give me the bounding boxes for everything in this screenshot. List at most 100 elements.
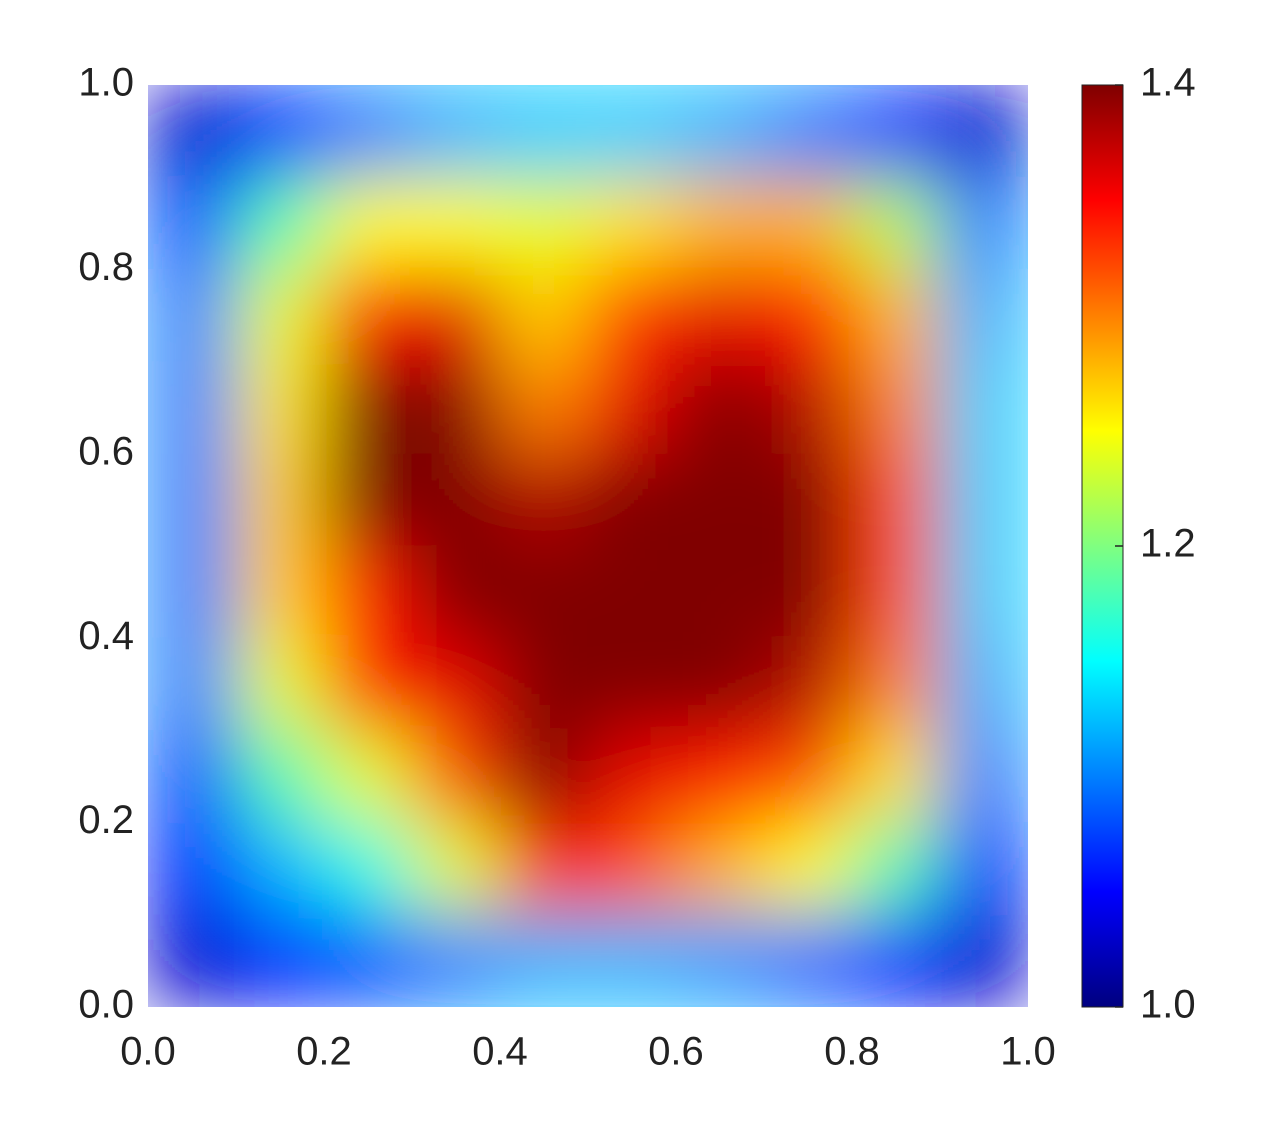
- heat-cell: [323, 637, 413, 731]
- heat-cell: [675, 453, 765, 547]
- heat-cell: [763, 729, 853, 824]
- heat-cell: [323, 85, 413, 178]
- heat-cell: [763, 545, 853, 639]
- heat-cell: [499, 914, 589, 1007]
- heat-cell: [411, 545, 501, 639]
- heat-cell: [148, 453, 237, 547]
- x-tick-label: 0.0: [120, 1030, 176, 1074]
- heat-cell: [851, 268, 941, 363]
- colorbar-tick-label: 1.4: [1140, 61, 1196, 105]
- heat-cell: [675, 914, 765, 1007]
- heat-cell: [939, 545, 1028, 639]
- heat-cell: [939, 822, 1028, 916]
- heat-cell: [323, 361, 413, 455]
- heat-cell: [851, 176, 941, 270]
- heat-cell: [763, 822, 853, 916]
- heat-cell: [851, 822, 941, 916]
- heat-cell: [763, 85, 853, 178]
- heat-cell: [675, 361, 765, 455]
- heat-cell: [323, 268, 413, 363]
- plot-area: [148, 85, 1028, 1007]
- heat-cell: [851, 85, 941, 178]
- heat-cell: [939, 637, 1028, 731]
- heat-cell: [411, 914, 501, 1007]
- heat-cell: [939, 85, 1028, 178]
- y-tick-label: 0.4: [78, 614, 134, 658]
- heat-cell: [411, 637, 501, 731]
- heat-cell: [939, 729, 1028, 824]
- heat-cell: [675, 729, 765, 824]
- heat-cell: [235, 268, 325, 363]
- heat-cell: [587, 453, 677, 547]
- heat-cell: [411, 85, 501, 178]
- heat-cell: [323, 453, 413, 547]
- heat-cell: [763, 637, 853, 731]
- heat-cell: [587, 637, 677, 731]
- heat-cell: [499, 268, 589, 363]
- heat-cell: [235, 914, 325, 1007]
- heat-cell: [411, 729, 501, 824]
- heat-cell: [587, 822, 677, 916]
- heat-cell: [323, 822, 413, 916]
- heat-cell: [675, 176, 765, 270]
- heat-cell: [323, 729, 413, 824]
- heat-cell: [587, 914, 677, 1007]
- heat-cell: [499, 545, 589, 639]
- heat-cell: [323, 176, 413, 270]
- heat-cell: [939, 361, 1028, 455]
- heat-cell: [763, 176, 853, 270]
- heat-cell: [499, 637, 589, 731]
- heat-cell: [763, 268, 853, 363]
- heat-cell: [235, 822, 325, 916]
- heat-cell: [235, 729, 325, 824]
- colorbar-tick-label: 1.2: [1140, 522, 1196, 566]
- heat-cell: [499, 361, 589, 455]
- heat-cell: [587, 85, 677, 178]
- heat-cell: [675, 637, 765, 731]
- heat-cell: [235, 361, 325, 455]
- x-tick-label: 1.0: [1000, 1030, 1056, 1074]
- heat-cell: [148, 176, 237, 270]
- heat-cell: [763, 453, 853, 547]
- heat-cell: [323, 545, 413, 639]
- y-tick-label: 1.0: [78, 61, 134, 105]
- heat-cell: [499, 822, 589, 916]
- heat-cell: [939, 176, 1028, 270]
- heat-cell: [851, 545, 941, 639]
- heat-cell: [587, 729, 677, 824]
- y-tick-label: 0.0: [78, 983, 134, 1027]
- heat-cell: [148, 545, 237, 639]
- heat-cell: [939, 914, 1028, 1007]
- heat-cell: [939, 268, 1028, 363]
- x-tick-label: 0.4: [472, 1030, 528, 1074]
- heat-cell: [148, 822, 237, 916]
- y-tick-label: 0.6: [78, 429, 134, 473]
- heatmap: [148, 85, 1028, 1007]
- heat-cell: [148, 85, 237, 178]
- heat-cell: [499, 729, 589, 824]
- heat-cell: [411, 361, 501, 455]
- x-tick-label: 0.8: [824, 1030, 880, 1074]
- y-tick-label: 0.2: [78, 798, 134, 842]
- heat-cell: [851, 453, 941, 547]
- heat-cell: [675, 268, 765, 363]
- colorbar-tick-label: 1.0: [1140, 983, 1196, 1027]
- heat-cell: [587, 176, 677, 270]
- heat-cell: [235, 637, 325, 731]
- heat-cell: [323, 914, 413, 1007]
- heat-cell: [763, 361, 853, 455]
- heat-cell: [851, 729, 941, 824]
- heat-cell: [148, 637, 237, 731]
- heat-cell: [851, 637, 941, 731]
- heat-cell: [675, 822, 765, 916]
- heat-cell: [411, 822, 501, 916]
- heat-cell: [235, 85, 325, 178]
- heat-cell: [148, 268, 237, 363]
- heat-cell: [411, 268, 501, 363]
- heat-cell: [587, 545, 677, 639]
- x-tick-label: 0.2: [296, 1030, 352, 1074]
- heat-cell: [675, 545, 765, 639]
- heat-cell: [411, 176, 501, 270]
- heat-cell: [939, 453, 1028, 547]
